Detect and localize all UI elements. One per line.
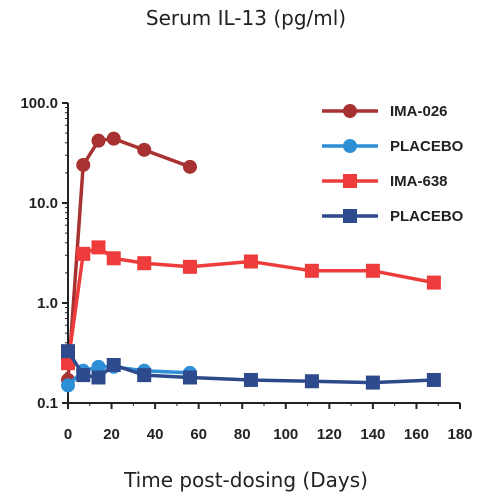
data-point: [243, 254, 258, 269]
data-point: [182, 159, 197, 174]
y-tick-label: 10.0: [29, 195, 58, 212]
series-line: [66, 245, 435, 364]
series-3: [61, 344, 441, 390]
data-point: [343, 174, 357, 188]
data-point: [76, 246, 91, 261]
series-layer: [61, 131, 441, 393]
data-point: [426, 275, 441, 290]
data-point: [91, 133, 106, 148]
data-point: [365, 263, 380, 278]
x-tick-label: 20: [103, 426, 120, 443]
data-point: [137, 142, 152, 157]
data-point: [106, 357, 121, 372]
data-point: [137, 368, 152, 383]
data-point: [343, 139, 357, 153]
y-tick-label: 0.1: [37, 395, 58, 412]
legend-item: IMA-638: [322, 173, 448, 190]
legend-item: PLACEBO: [322, 138, 464, 155]
data-point: [343, 104, 357, 118]
x-tick-label: 120: [317, 426, 342, 443]
x-tick-label: 180: [447, 426, 472, 443]
x-tick-label: 80: [234, 426, 251, 443]
series-2: [61, 240, 441, 371]
legend-label: IMA-026: [390, 103, 448, 120]
data-point: [304, 374, 319, 389]
data-point: [106, 251, 121, 266]
series-0: [61, 131, 197, 387]
data-point: [106, 131, 121, 146]
data-point: [61, 344, 75, 359]
legend-item: IMA-026: [322, 103, 448, 120]
chart-title: Serum IL-13 (pg/ml): [145, 6, 347, 30]
x-tick-label: 100: [273, 426, 298, 443]
data-point: [182, 259, 197, 274]
x-axis-label: Time post-dosing (Days): [124, 468, 368, 492]
series-line: [66, 350, 434, 385]
axes: 0.1 1.0 10.0 100.0 0 20 40 60 80 100 120 140 160 180: [20, 95, 472, 443]
legend-label: IMA-638: [390, 173, 448, 190]
data-point: [91, 240, 106, 255]
data-point: [243, 372, 258, 387]
y-tick-label: 1.0: [37, 295, 58, 312]
series-line: [66, 136, 191, 381]
data-point: [61, 378, 75, 393]
data-point: [76, 368, 91, 383]
legend-label: PLACEBO: [390, 138, 464, 155]
x-tick-label: 0: [64, 426, 72, 443]
x-tick-label: 40: [147, 426, 164, 443]
data-point: [365, 375, 380, 390]
data-point: [182, 370, 197, 385]
data-point: [91, 370, 106, 385]
data-point: [137, 256, 152, 271]
data-point: [76, 157, 91, 172]
y-tick-label: 100.0: [20, 95, 58, 112]
data-point: [304, 263, 319, 278]
legend-item: PLACEBO: [322, 208, 464, 225]
data-point: [426, 372, 441, 387]
data-point: [343, 209, 357, 223]
data-point: [91, 359, 106, 374]
x-tick-label: 140: [360, 426, 385, 443]
x-tick-label: 60: [190, 426, 207, 443]
x-tick-label: 160: [404, 426, 429, 443]
legend-label: PLACEBO: [390, 208, 464, 225]
legend: IMA-026 PLACEBO IMA-638 PLACEBO: [322, 103, 464, 225]
